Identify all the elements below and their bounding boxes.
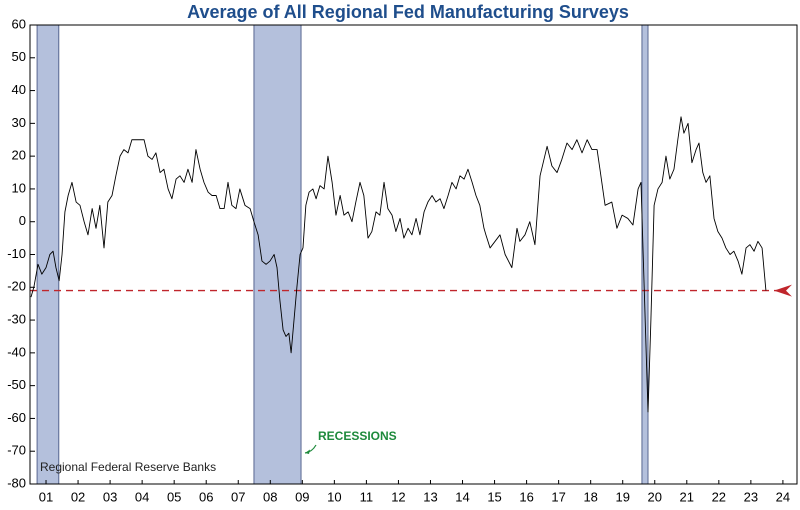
x-tick-label: 22 — [712, 489, 726, 504]
y-tick-label: -60 — [7, 410, 26, 425]
x-tick-label: 02 — [71, 489, 85, 504]
x-tick-label: 08 — [263, 489, 277, 504]
y-tick-label: 40 — [12, 82, 26, 97]
chart-title: Average of All Regional Fed Manufacturin… — [187, 2, 629, 22]
x-tick-label: 04 — [135, 489, 149, 504]
x-tick-label: 01 — [39, 489, 53, 504]
x-tick-label: 06 — [199, 489, 213, 504]
x-tick-label: 16 — [519, 489, 533, 504]
y-tick-label: 10 — [12, 180, 26, 195]
data-line — [30, 116, 767, 413]
x-tick-label: 05 — [167, 489, 181, 504]
x-tick-label: 18 — [583, 489, 597, 504]
x-tick-label: 20 — [648, 489, 662, 504]
recession-band — [253, 24, 302, 485]
x-tick-label: 10 — [327, 489, 341, 504]
x-tick-label: 15 — [487, 489, 501, 504]
y-tick-label: -80 — [7, 475, 26, 490]
reference-arrow — [774, 284, 792, 297]
recession-band — [36, 24, 60, 485]
y-tick-label: -70 — [7, 443, 26, 458]
x-tick-label: 11 — [360, 489, 374, 504]
x-tick-label: 14 — [455, 489, 469, 504]
x-tick-label: 19 — [615, 489, 629, 504]
x-tick-label: 17 — [551, 489, 565, 504]
x-tick-label: 09 — [295, 489, 309, 504]
y-tick-label: 60 — [12, 16, 26, 31]
x-tick-label: 23 — [744, 489, 758, 504]
source-note: Regional Federal Reserve Banks — [40, 460, 216, 474]
recession-label: RECESSIONS — [318, 429, 397, 443]
plot-area — [30, 24, 792, 485]
plot-frame — [29, 24, 798, 485]
y-tick-label: 20 — [12, 148, 26, 163]
x-tick-label: 13 — [423, 489, 437, 504]
y-tick-label: -10 — [7, 246, 26, 261]
x-tick-label: 12 — [391, 489, 405, 504]
x-tick-label: 07 — [231, 489, 245, 504]
y-tick-label: 0 — [19, 213, 26, 228]
x-tick-label: 21 — [680, 489, 694, 504]
x-tick-label: 24 — [776, 489, 790, 504]
y-tick-label: -30 — [7, 312, 26, 327]
y-tick-label: 50 — [12, 49, 26, 64]
y-tick-label: -40 — [7, 344, 26, 359]
x-tick-label: 03 — [103, 489, 117, 504]
recession-pointer — [304, 444, 317, 454]
recession-pointer-head — [305, 449, 310, 454]
y-tick-label: 30 — [12, 115, 26, 130]
y-tick-label: -20 — [7, 279, 26, 294]
y-tick-label: -50 — [7, 377, 26, 392]
